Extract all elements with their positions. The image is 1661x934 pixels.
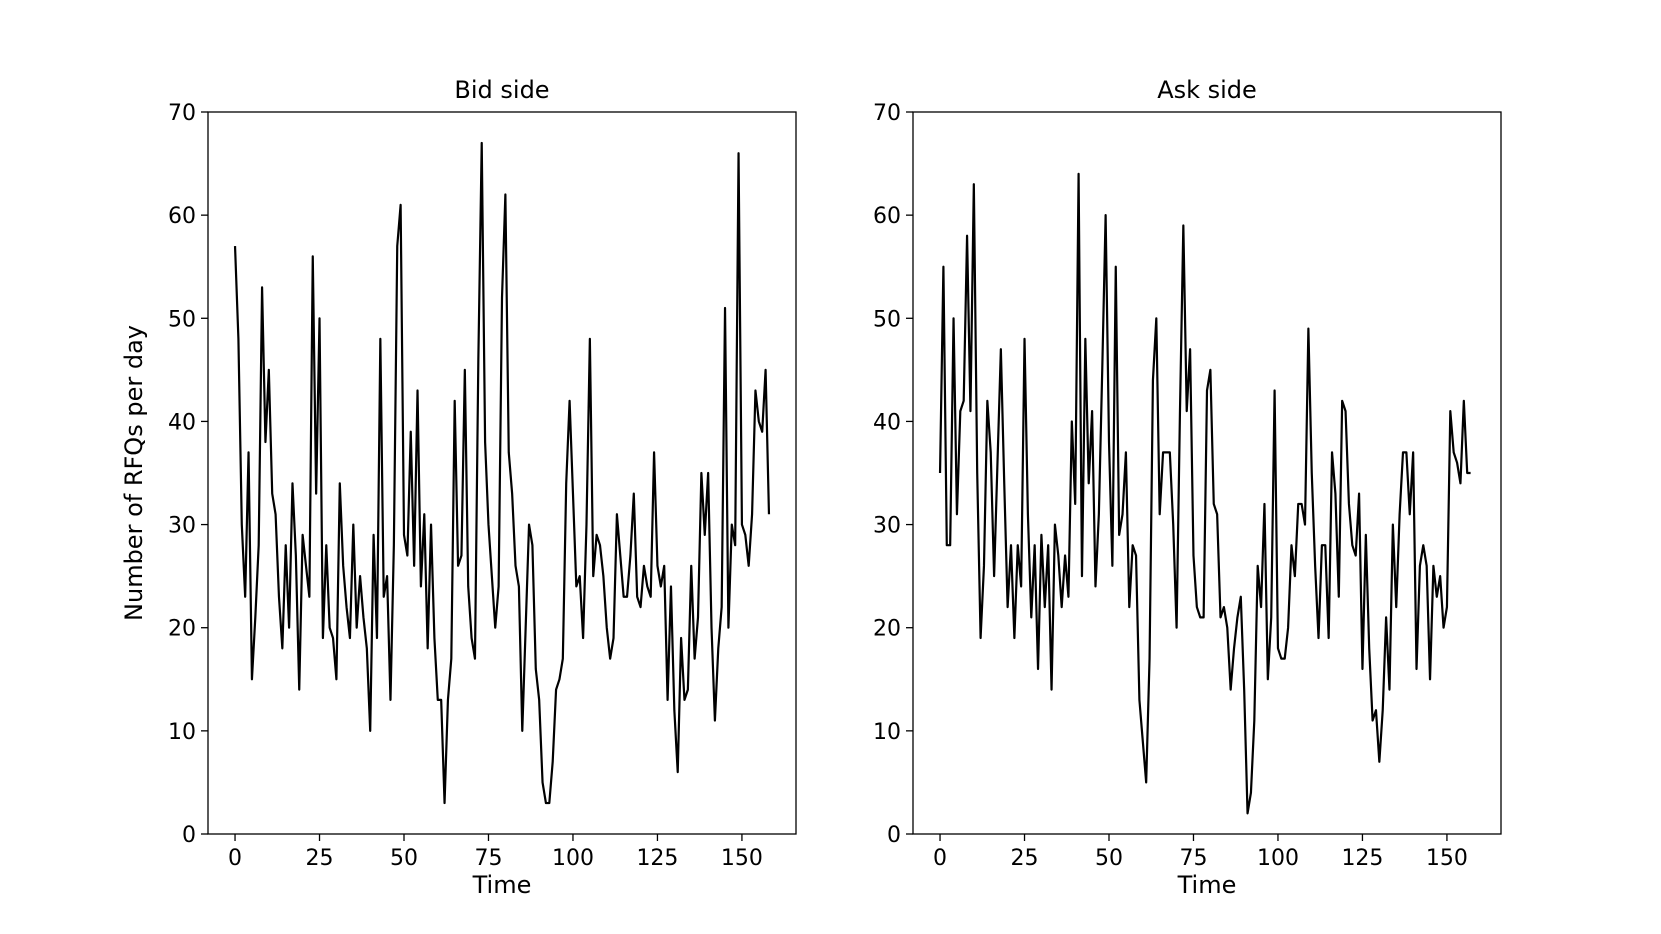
chart-title: Bid side [454,76,549,104]
chart-title: Ask side [1157,76,1257,104]
plot-frame [912,111,1502,835]
x-tick-label: 50 [390,846,418,871]
y-tick-label: 70 [168,101,196,126]
x-tick-label: 75 [1179,846,1207,871]
y-tick-label: 50 [873,307,901,332]
x-axis-label: Time [1177,871,1237,899]
y-tick-label: 40 [168,410,196,435]
series-line-1 [938,172,1471,815]
chart-panel-2: Ask side 0 10 20 30 40 50 60 70 0 25 50 75 100 125 150 T… [873,76,1502,899]
x-tick-label: 0 [933,846,947,871]
y-tick-label: 20 [168,617,196,642]
y-tick-label: 60 [168,204,196,229]
x-tick-label: 75 [474,846,502,871]
x-tick-label: 100 [552,846,594,871]
x-tick-label: 150 [721,846,763,871]
y-tick-label: 10 [873,720,901,745]
x-tick-label: 150 [1426,846,1468,871]
x-tick-label: 25 [306,846,334,871]
x-tick-label: 125 [1341,846,1383,871]
x-tick-label: 0 [228,846,242,871]
x-axis-label: Time [472,871,532,899]
y-tick-label: 50 [168,307,196,332]
x-tick-label: 25 [1011,846,1039,871]
y-tick-label: 40 [873,410,901,435]
y-axis-label: Number of RFQs per day [120,325,148,621]
y-tick-label: 10 [168,720,196,745]
y-tick-label: 0 [182,823,196,848]
y-tick-label: 0 [887,823,901,848]
y-tick-label: 30 [168,514,196,539]
series-line-1 [233,141,771,805]
y-tick-label: 20 [873,617,901,642]
x-tick-label: 125 [636,846,678,871]
x-tick-label: 100 [1257,846,1299,871]
y-tick-label: 70 [873,101,901,126]
y-tick-label: 60 [873,204,901,229]
plot-frame [207,111,797,835]
y-tick-label: 30 [873,514,901,539]
x-tick-label: 50 [1095,846,1123,871]
chart-panel-1: Bid side 0 10 20 30 40 50 60 70 0 25 50 75 100 125 150 T… [120,76,797,899]
